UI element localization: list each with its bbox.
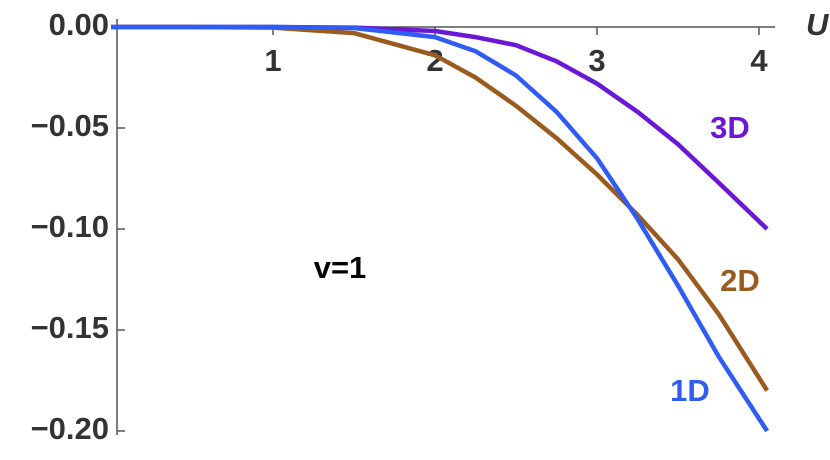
x-tick-label: 3 xyxy=(588,43,605,78)
y-tick-label: −0.20 xyxy=(31,411,109,446)
line xyxy=(111,24,770,392)
line xyxy=(111,24,769,433)
x-tick-label: 1 xyxy=(264,43,281,78)
annotation: v=1 xyxy=(314,250,367,285)
y-tick-label: −0.10 xyxy=(31,209,109,244)
x-axis-label: U xyxy=(806,7,830,42)
legend-label: 2D xyxy=(720,263,760,298)
legend-label: 3D xyxy=(710,110,750,145)
y-tick-label: −0.15 xyxy=(31,310,109,345)
y-tick-label: −0.05 xyxy=(31,108,109,143)
legend-label: 1D xyxy=(670,373,710,408)
y-tick-label: 0.00 xyxy=(49,7,109,42)
x-tick-label: 4 xyxy=(750,43,768,78)
